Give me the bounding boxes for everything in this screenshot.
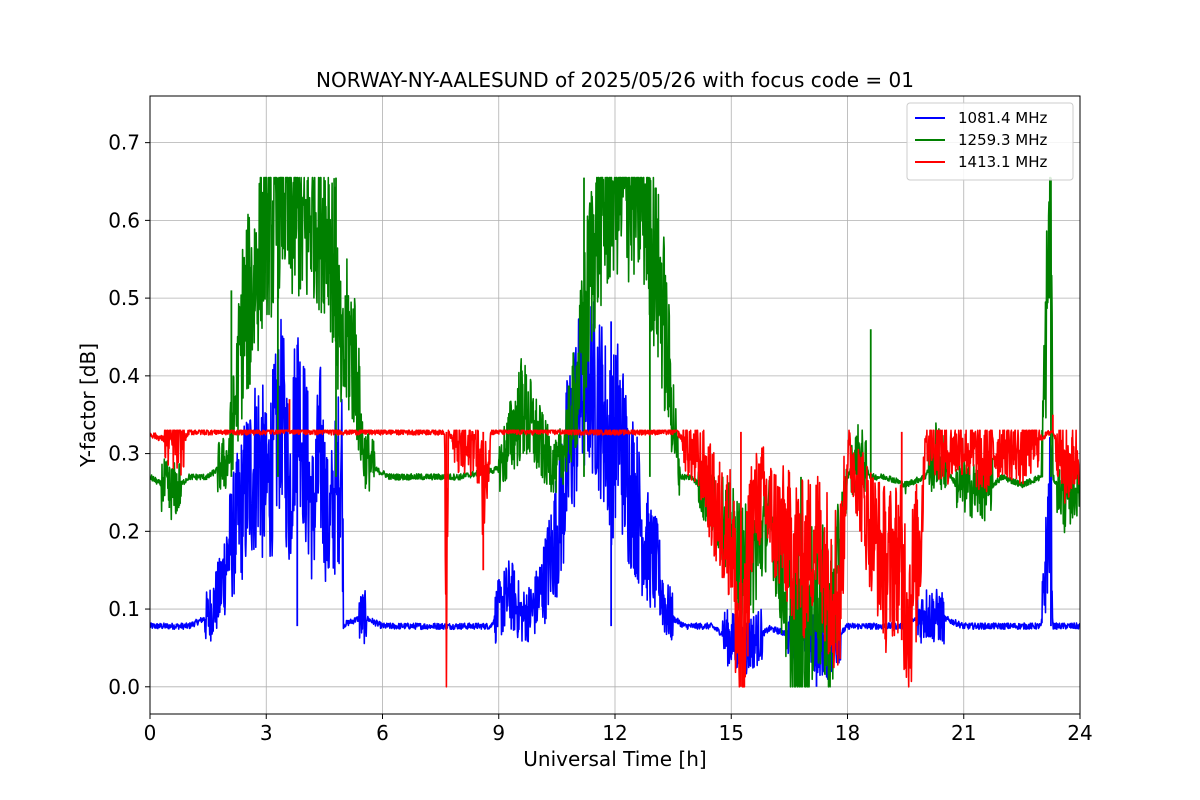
x-axis-title: Universal Time [h]: [523, 747, 706, 771]
legend-box: [906, 102, 1074, 181]
x-tick-label: 12: [602, 721, 627, 745]
series-1413-1-mhz: [150, 399, 1080, 688]
series-trace: [150, 429, 1080, 688]
x-tick-label: 18: [835, 721, 860, 745]
x-tick-label: 15: [719, 721, 744, 745]
series-trace: [150, 290, 1080, 680]
legend: 1081.4 MHz 1259.3 MHz 1413.1 MHz: [906, 102, 1074, 181]
y-axis: 0.0 0.1 0.2 0.3 0.4 0.5 0.6 0.7: [108, 131, 150, 699]
x-tick-label: 24: [1067, 721, 1092, 745]
x-tick-label: 6: [376, 721, 389, 745]
x-tick-label: 9: [492, 721, 505, 745]
x-tick-label: 0: [144, 721, 157, 745]
y-tick-label: 0.0: [108, 675, 140, 699]
x-axis: 0 3 6 9 12 15 18 21 24: [144, 714, 1093, 745]
series-1081-4-mhz: [150, 290, 1080, 687]
y-axis-title: Y-factor [dB]: [76, 343, 100, 468]
y-tick-label: 0.5: [108, 286, 140, 310]
series-1259-3-mhz: [150, 176, 1080, 688]
plot-area: [150, 176, 1080, 688]
chart-title: NORWAY-NY-AALESUND of 2025/05/26 with fo…: [316, 68, 914, 92]
x-tick-label: 3: [260, 721, 273, 745]
legend-label: 1259.3 MHz: [958, 131, 1047, 149]
y-tick-label: 0.2: [108, 519, 140, 543]
legend-label: 1081.4 MHz: [958, 109, 1047, 127]
x-tick-label: 21: [951, 721, 976, 745]
y-tick-label: 0.6: [108, 208, 140, 232]
y-tick-label: 0.4: [108, 364, 140, 388]
y-tick-label: 0.7: [108, 131, 140, 155]
y-tick-label: 0.1: [108, 597, 140, 621]
y-tick-label: 0.3: [108, 442, 140, 466]
legend-label: 1413.1 MHz: [958, 153, 1047, 171]
series-layer: [150, 176, 1080, 688]
